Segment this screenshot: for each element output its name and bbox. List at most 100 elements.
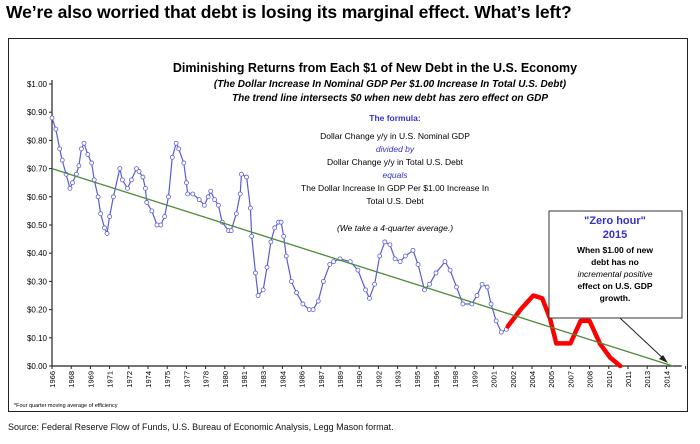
data-point bbox=[442, 259, 448, 265]
x-tick-label: 1990 bbox=[355, 371, 364, 388]
data-point bbox=[98, 211, 104, 217]
y-tick-label: $0.90 bbox=[27, 108, 48, 117]
data-point bbox=[331, 259, 337, 265]
data-point bbox=[288, 278, 294, 284]
data-point bbox=[454, 284, 459, 290]
x-tick-label: 2014 bbox=[662, 371, 671, 388]
x-tick-label: 1999 bbox=[470, 371, 479, 388]
x-tick-label: 1996 bbox=[432, 371, 441, 388]
data-point bbox=[176, 146, 182, 152]
chart-subtitle-1: (The Dollar Increase In Nominal GDP Per … bbox=[214, 79, 567, 90]
annotation-line-4: effect on U.S. GDP bbox=[577, 281, 652, 291]
formula-line3a: The Dollar Increase In GDP Per $1.00 Inc… bbox=[301, 183, 489, 193]
data-point bbox=[488, 301, 494, 307]
x-tick-label: 2005 bbox=[547, 371, 556, 388]
data-point bbox=[410, 247, 416, 253]
data-point bbox=[125, 185, 130, 191]
formula-line1: Dollar Change y/y in U.S. Nominal GDP bbox=[320, 131, 470, 141]
formula-note: (We take a 4-quarter average.) bbox=[337, 223, 453, 233]
data-point bbox=[143, 185, 148, 191]
projection-line bbox=[505, 293, 623, 369]
x-tick-label: 1983 bbox=[259, 371, 268, 388]
data-point bbox=[81, 140, 87, 146]
chart-subtitle-2: The trend line intersects $0 when new de… bbox=[232, 93, 548, 104]
x-tick-label: 1989 bbox=[336, 371, 345, 388]
y-tick-label: $0.30 bbox=[27, 277, 48, 286]
x-tick-label: 1987 bbox=[317, 371, 326, 388]
data-point bbox=[474, 293, 480, 298]
data-point bbox=[70, 180, 75, 186]
source-note: Source: Federal Reserve Flow of Funds, U… bbox=[8, 422, 394, 432]
x-tick-label: 2011 bbox=[624, 371, 633, 387]
data-point bbox=[402, 253, 408, 259]
x-tick-label: 1977 bbox=[182, 371, 191, 388]
data-point bbox=[49, 115, 55, 121]
footnote: *Four quarter moving average of efficien… bbox=[14, 403, 118, 409]
data-point bbox=[166, 194, 171, 200]
data-point bbox=[484, 284, 490, 290]
data-point bbox=[181, 160, 187, 166]
x-tick-label: 1966 bbox=[48, 371, 57, 388]
y-tick-label: $1.00 bbox=[27, 80, 48, 89]
data-point bbox=[173, 140, 179, 146]
annotation-year: 2015 bbox=[603, 229, 627, 241]
data-point bbox=[89, 160, 95, 166]
data-point bbox=[447, 267, 453, 273]
data-point bbox=[228, 228, 234, 234]
data-point bbox=[387, 242, 393, 248]
x-tick-label: 1980 bbox=[221, 371, 230, 388]
data-point bbox=[102, 225, 107, 231]
data-point bbox=[363, 287, 369, 293]
x-tick-label: 2001 bbox=[490, 371, 499, 388]
data-point bbox=[415, 262, 421, 267]
formula-heading: The formula: bbox=[369, 113, 421, 123]
data-point bbox=[162, 214, 168, 219]
y-tick-label: $0.50 bbox=[27, 221, 48, 230]
data-point bbox=[372, 281, 377, 287]
x-tick-label: 1995 bbox=[413, 371, 422, 388]
data-point bbox=[392, 256, 398, 262]
x-tick-label: 1968 bbox=[67, 371, 76, 388]
data-point bbox=[493, 318, 499, 324]
data-point bbox=[278, 219, 284, 225]
data-point bbox=[85, 152, 91, 157]
data-point bbox=[294, 290, 299, 296]
data-point bbox=[233, 211, 239, 217]
arrow-head-icon bbox=[659, 355, 668, 363]
data-point bbox=[169, 154, 175, 160]
data-point bbox=[95, 194, 101, 200]
x-tick-label: 1986 bbox=[298, 371, 307, 388]
data-point bbox=[433, 270, 439, 276]
data-point bbox=[315, 298, 321, 304]
x-tick-label: 1975 bbox=[163, 371, 172, 388]
data-point bbox=[427, 281, 433, 287]
x-tick-label: 1969 bbox=[86, 371, 95, 388]
data-point bbox=[255, 293, 261, 298]
data-point bbox=[377, 253, 383, 259]
x-tick-label: 1992 bbox=[374, 371, 383, 388]
data-point bbox=[53, 126, 59, 132]
y-tick-label: $0.60 bbox=[27, 193, 48, 202]
data-point bbox=[382, 239, 388, 245]
data-point bbox=[79, 146, 84, 152]
x-tick-label: 2002 bbox=[509, 371, 518, 388]
annotation-line-1: When $1.00 of new bbox=[577, 245, 653, 255]
data-point bbox=[239, 171, 244, 177]
data-point bbox=[67, 185, 73, 191]
data-point bbox=[355, 267, 361, 273]
data-point bbox=[215, 202, 221, 208]
formula-line2: Dollar Change y/y in Total U.S. Debt bbox=[327, 157, 464, 167]
data-point bbox=[107, 214, 112, 219]
data-point bbox=[498, 329, 504, 335]
data-point bbox=[136, 169, 142, 174]
data-point bbox=[196, 197, 202, 203]
annotation-arrow bbox=[619, 317, 667, 362]
data-point bbox=[397, 259, 403, 265]
x-tick-label: 2007 bbox=[566, 371, 575, 388]
zero-hour-annotation: "Zero hour" 2015 When $1.00 of new debt … bbox=[548, 210, 683, 363]
annotation-line-2: debt has no bbox=[591, 257, 639, 267]
data-point bbox=[57, 146, 63, 152]
data-point bbox=[190, 191, 196, 197]
x-tick-label: 2013 bbox=[643, 371, 652, 388]
